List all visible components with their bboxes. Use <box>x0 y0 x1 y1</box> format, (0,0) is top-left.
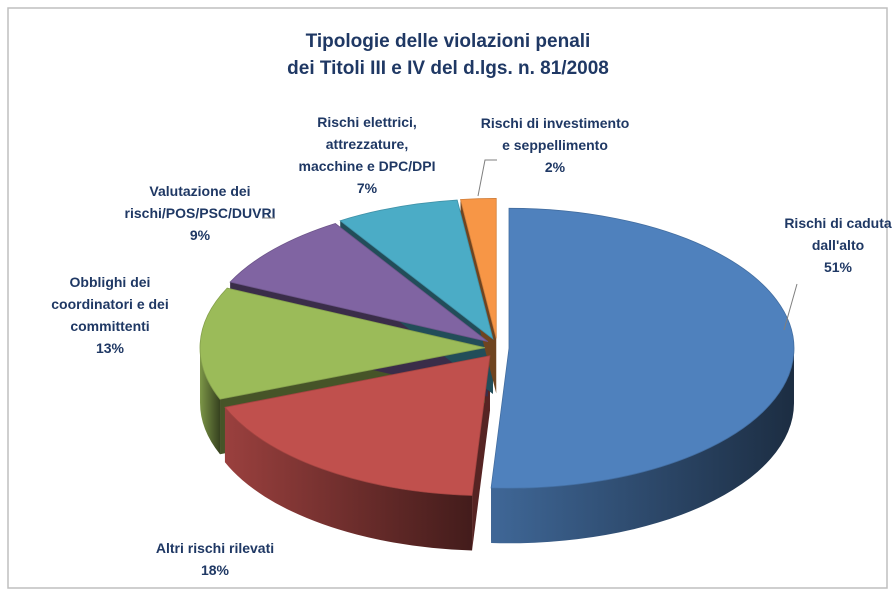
pie-slice <box>490 207 795 489</box>
value-label: 7% <box>357 180 378 196</box>
value-label: 51% <box>824 259 853 275</box>
category-label: attrezzature, <box>326 136 408 152</box>
category-label: Rischi di investimento <box>481 115 630 131</box>
category-label: Altri rischi rilevati <box>156 540 274 556</box>
value-label: 13% <box>96 340 125 356</box>
category-label: Rischi di caduta <box>784 215 892 231</box>
value-label: 18% <box>201 562 230 578</box>
pie-slice <box>224 355 491 496</box>
slices <box>199 198 795 496</box>
category-label: coordinatori e dei <box>51 296 168 312</box>
category-label: committenti <box>70 318 149 334</box>
leader-line <box>477 159 497 197</box>
category-label: Rischi elettrici, <box>317 114 417 130</box>
category-label: macchine e DPC/DPI <box>299 158 436 174</box>
pie-slice <box>229 223 489 343</box>
chart-title: Tipologie delle violazioni penali <box>306 31 591 52</box>
category-label: dall'alto <box>812 237 864 253</box>
value-label: 9% <box>190 227 211 243</box>
value-label: 2% <box>545 159 566 175</box>
category-label: Valutazione dei <box>149 183 250 199</box>
category-label: Obblighi dei <box>70 274 151 290</box>
chart-title: dei Titoli III e IV del d.lgs. n. 81/200… <box>287 58 609 79</box>
leader-line <box>783 283 798 331</box>
pie-slice <box>199 287 486 400</box>
slice-outer-wall <box>224 407 473 551</box>
pie-slice <box>339 199 494 340</box>
slice-outer-wall <box>491 348 794 544</box>
pie-slice <box>460 198 497 339</box>
labels: Rischi di caduta dall'alto 51% Altri rischi… <box>51 114 892 578</box>
category-label: rischi/POS/PSC/DUVRI <box>125 205 276 221</box>
category-label: e seppellimento <box>502 137 608 153</box>
